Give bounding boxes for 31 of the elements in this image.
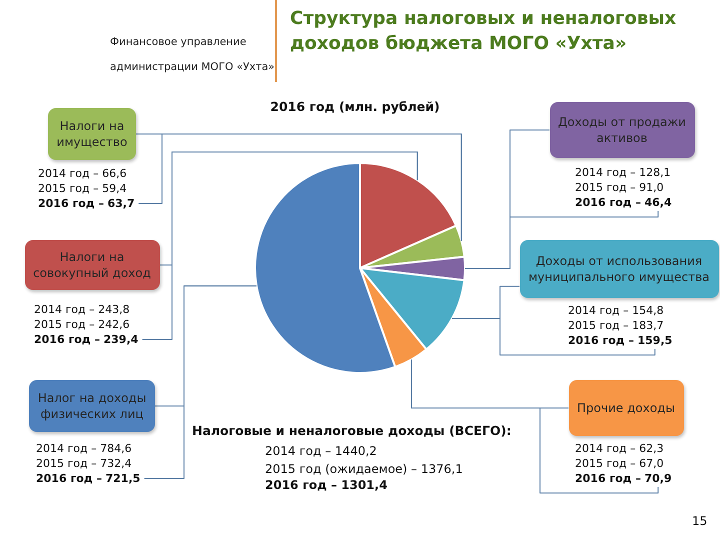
data-label: 721,5 [105, 472, 140, 485]
slice-label: Налог на доходы физических лиц [37, 390, 147, 422]
slice-label: Прочие доходы [577, 400, 675, 416]
text: Налоговые и неналоговые доходы (ВСЕГО): [192, 423, 512, 438]
slice-label: Доходы от продажи активов [558, 114, 686, 146]
text: 2014 год – 62,3 2015 год – 67,0 [575, 441, 664, 471]
text: 2014 год – 66,6 2015 год – 59,4 [38, 166, 127, 196]
data-label: 63,7 [107, 197, 135, 210]
chart-title: Структура налоговых и неналоговых доходов бюджета МОГО «Ухта» [290, 7, 678, 56]
slice-label: Налоги на имущество [56, 118, 128, 150]
text: 2016 год – [38, 197, 104, 210]
text: 2016 год – [568, 334, 634, 347]
text: 2014 год – 784,6 2015 год – 732,4 [36, 441, 132, 471]
data-label: 239,4 [103, 333, 138, 346]
slice-label: Доходы от использования муниципального имущества [528, 253, 710, 285]
text: 15 [692, 514, 708, 528]
text: 2016 год – 1301,4 [265, 478, 388, 492]
data-label: 159,5 [637, 334, 672, 347]
data-label: 46,4 [644, 196, 672, 209]
text: 2014 год – 1440,2 2015 год (ожидаемое) – 1376,1 [265, 443, 463, 478]
text: 2016 год – [36, 472, 102, 485]
text: 2014 год – 128,1 2015 год – 91,0 [575, 165, 671, 195]
chart-subtitle: 2016 год (млн. рублей) [269, 99, 441, 114]
text: Финансовое управление администрации МОГО «Ухта» [110, 36, 275, 73]
text: 2016 год – [575, 472, 641, 485]
data-label: 70,9 [644, 472, 672, 485]
slice-label: Налоги на совокупный доход [32, 249, 152, 281]
text: 2014 год – 243,8 2015 год – 242,6 [34, 302, 130, 332]
text: 2014 год – 154,8 2015 год – 183,7 [568, 303, 664, 333]
text: 2016 год – [575, 196, 641, 209]
text: 2016 год – [34, 333, 100, 346]
